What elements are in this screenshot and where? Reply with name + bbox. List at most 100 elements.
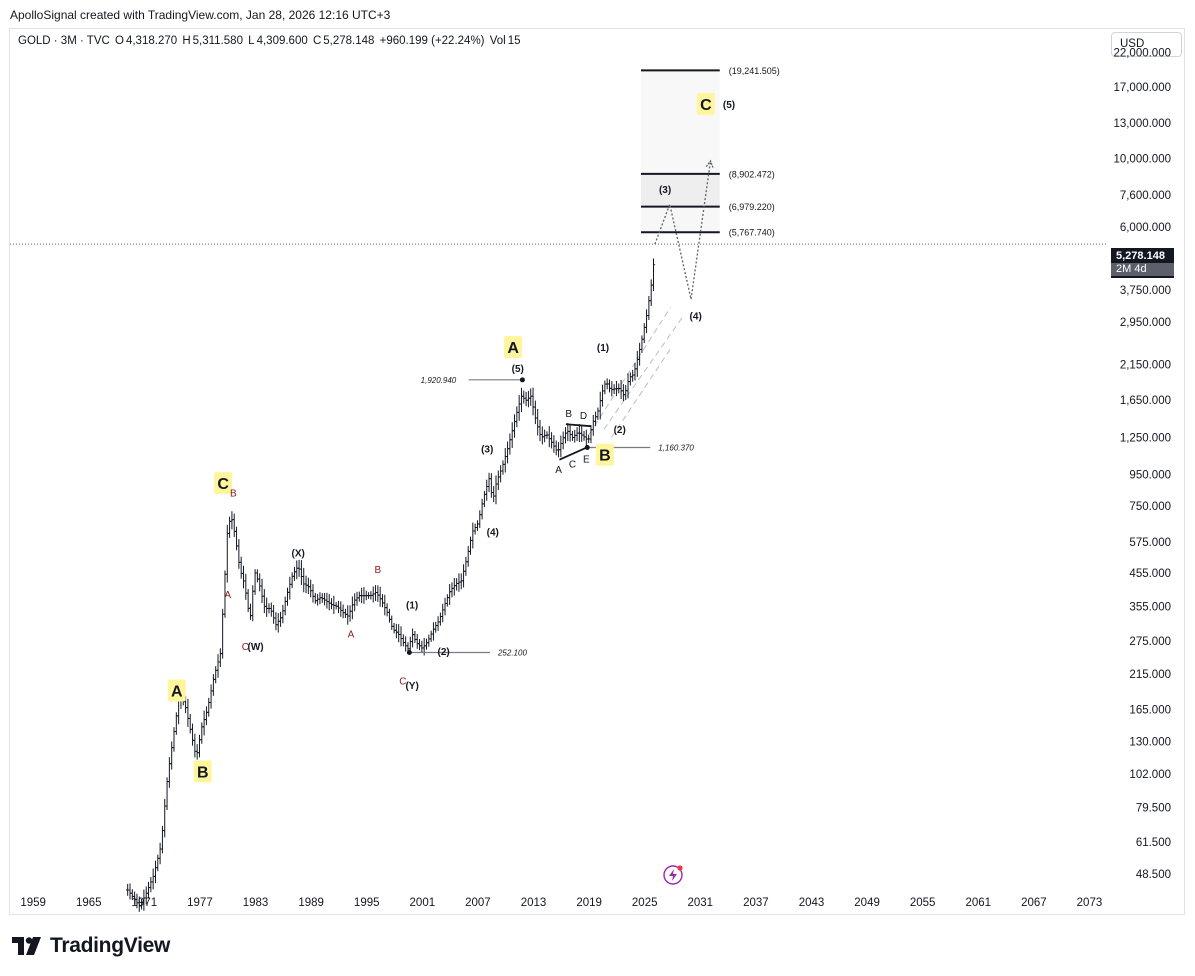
minor-wave-label: (X) — [291, 549, 304, 560]
x-axis-tick-label: 2025 — [632, 897, 658, 909]
x-axis-tick-label: 2049 — [854, 897, 880, 909]
x-axis-tick-label: 2061 — [965, 897, 991, 909]
y-axis-tick-label: 455.000 — [1129, 568, 1171, 580]
y-axis-tick-label: 79.500 — [1136, 802, 1171, 814]
legend-volume: 15 — [507, 35, 521, 47]
major-wave-label-bg — [167, 679, 186, 702]
y-axis-tick-label: 7,600.000 — [1120, 190, 1171, 202]
y-axis-tick-label: 275.000 — [1129, 636, 1171, 648]
trend-channel-line[interactable] — [603, 315, 685, 430]
minor-wave-label: (2) — [438, 647, 450, 658]
minor-wave-label: (W) — [247, 642, 263, 653]
triangle-wave-label: C — [569, 460, 576, 471]
x-axis-tick-label: 2043 — [799, 897, 825, 909]
x-axis-tick-label: 1995 — [354, 897, 380, 909]
major-wave-label-bg — [504, 336, 523, 359]
tradingview-wordmark: TradingView — [50, 934, 171, 957]
sub-wave-label: B — [230, 489, 237, 500]
target-zone-upper — [641, 70, 720, 174]
y-axis-tick-label: 1,250.000 — [1120, 433, 1171, 445]
y-axis-tick-label: 10,000.000 — [1113, 153, 1171, 165]
sub-wave-label: A — [224, 590, 231, 601]
x-axis-tick-label: 2013 — [521, 897, 547, 909]
price-level-point — [406, 650, 412, 656]
major-wave-label: B — [197, 764, 209, 781]
legend-open: 4,318.270 — [125, 35, 178, 47]
minor-wave-label: (3) — [659, 185, 671, 196]
minor-wave-label: (2) — [614, 425, 626, 436]
triangle-wave-label: E — [583, 454, 590, 465]
target-level-label: (8,902.472) — [729, 169, 775, 179]
x-axis-tick-label: 1965 — [76, 897, 102, 909]
bar-countdown: 2M 4d — [1111, 263, 1174, 276]
price-level-label: 252.100 — [497, 649, 527, 658]
legend-symbol[interactable]: GOLD · 3M · TVC — [18, 35, 110, 47]
major-wave-label-bg — [193, 760, 212, 783]
y-axis-tick-label: 61.500 — [1136, 837, 1171, 849]
minor-wave-label: (4) — [487, 528, 499, 539]
triangle-upper-line[interactable] — [565, 423, 592, 428]
y-axis-tick-label: 1,650.000 — [1120, 395, 1171, 407]
y-axis-tick-label: 13,000.000 — [1113, 118, 1171, 130]
y-axis-tick-label: 750.000 — [1129, 501, 1171, 513]
y-axis-tick-label: 3,750.000 — [1120, 285, 1171, 297]
y-axis-tick-label: 950.000 — [1129, 469, 1171, 481]
triangle-wave-label: A — [555, 465, 562, 476]
projection-arrowhead — [705, 159, 714, 168]
trend-channel-line[interactable] — [610, 346, 672, 438]
y-axis-tick-label: 2,950.000 — [1120, 317, 1171, 329]
legend-low: 4,309.600 — [256, 35, 308, 47]
legend-close: 5,278.148 — [323, 35, 375, 47]
currency-button[interactable]: USD — [1111, 32, 1182, 57]
y-axis-tick-label: 22,000.000 — [1113, 47, 1171, 59]
lightning-bolt — [669, 869, 677, 881]
legend-high-label: H — [182, 35, 191, 47]
last-price-badge: 5,278.148 2M 4d — [1111, 248, 1174, 278]
triangle-lower-line[interactable] — [559, 445, 590, 461]
projection-path[interactable] — [654, 160, 712, 300]
tradingview-logo-icon — [12, 937, 41, 955]
sub-wave-label: C — [399, 676, 406, 687]
major-wave-label: C — [217, 476, 229, 493]
price-level-point — [519, 377, 525, 383]
x-axis-tick-label: 2031 — [688, 897, 714, 909]
x-axis-tick-label: 2073 — [1077, 897, 1103, 909]
major-wave-label-bg — [214, 472, 233, 495]
chart-frame — [9, 28, 1185, 915]
target-level-label: (6,979.220) — [729, 202, 775, 212]
legend-open-label: O — [115, 35, 124, 47]
y-axis-tick-label: 48.500 — [1136, 869, 1171, 881]
minor-wave-label: (3) — [481, 445, 493, 456]
sub-wave-label: C — [242, 642, 249, 653]
target-zone-lower — [641, 206, 720, 233]
y-axis-tick-label: 17,000.000 — [1113, 82, 1171, 94]
x-axis-tick-label: 2067 — [1021, 897, 1047, 909]
major-wave-label-bg — [595, 443, 614, 466]
major-wave-label: A — [507, 340, 519, 357]
major-wave-label: B — [599, 448, 611, 465]
legend-volume-label: Vol — [489, 35, 506, 47]
x-axis-tick-label: 2001 — [410, 897, 436, 909]
target-level-label: (5,767.740) — [729, 228, 775, 238]
price-level-label: 1,920.940 — [421, 376, 457, 385]
minor-wave-label: (4) — [690, 312, 702, 323]
x-axis-tick-label: 1977 — [187, 897, 213, 909]
trend-channel-line[interactable] — [588, 306, 672, 435]
chart-attribution: ApolloSignal created with TradingView.co… — [10, 8, 391, 22]
price-level-label: 1,160.370 — [658, 444, 694, 453]
x-axis-tick-label: 2037 — [743, 897, 769, 909]
triangle-wave-label: B — [565, 409, 572, 420]
tradingview-logo[interactable]: TradingView — [12, 934, 170, 958]
minor-wave-label: (5) — [723, 100, 735, 111]
major-wave-label-bg — [696, 92, 715, 115]
legend-high: 5,311.580 — [192, 35, 243, 47]
minor-wave-label: (Y) — [405, 681, 418, 692]
y-axis-tick-label: 575.000 — [1129, 537, 1171, 549]
triangle-wave-label: D — [580, 411, 587, 422]
x-axis-tick-label: 2007 — [465, 897, 491, 909]
major-wave-label: A — [171, 683, 183, 700]
y-axis-tick-label: 165.000 — [1129, 704, 1171, 716]
target-level-label: (19,241.505) — [729, 66, 780, 76]
